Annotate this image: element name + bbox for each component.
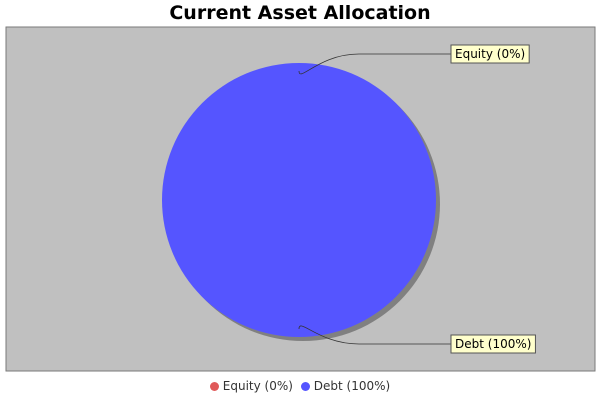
slice-label-box-debt	[450, 334, 536, 354]
legend-label-debt: Debt (100%)	[313, 379, 391, 393]
leader-line-debt	[298, 325, 451, 345]
legend-swatch-equity	[209, 382, 219, 391]
slice-label-debt: Debt (100%)	[455, 337, 531, 351]
pie-slice-debt	[162, 63, 436, 337]
leader-line-equity	[298, 53, 451, 75]
slice-label-equity: Equity (0%)	[455, 47, 525, 61]
legend-item-debt: Debt (100%)	[300, 379, 391, 393]
slice-label-box-equity	[450, 44, 530, 64]
legend: Equity (0%) Debt (100%)	[0, 379, 600, 393]
legend-label-equity: Equity (0%)	[222, 379, 293, 393]
legend-swatch-debt	[300, 382, 310, 391]
chart-title: Current Asset Allocation	[169, 2, 431, 24]
legend-item-equity: Equity (0%)	[209, 379, 293, 393]
